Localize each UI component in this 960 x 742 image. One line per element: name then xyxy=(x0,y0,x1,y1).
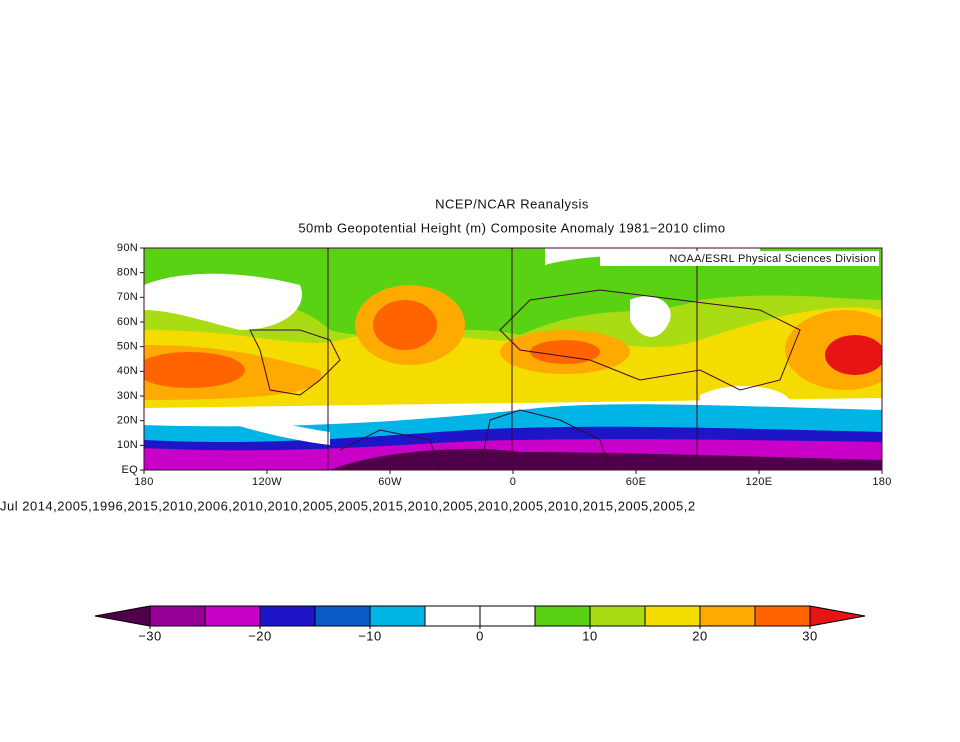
credit: NOAA/ESRL Physical Sciences Division xyxy=(669,253,876,265)
colorbar-box xyxy=(589,605,646,627)
colorbar-label: 20 xyxy=(692,628,707,643)
colorbar-box xyxy=(369,605,426,627)
frame xyxy=(143,247,883,471)
lat-label: 90N xyxy=(117,242,138,254)
lon-label: 0 xyxy=(510,476,516,488)
colorbar-label: −10 xyxy=(358,628,382,643)
lon-label: 180 xyxy=(872,476,891,488)
colorbar-low xyxy=(94,605,151,627)
colorbar-label: 10 xyxy=(582,628,597,643)
credit-box xyxy=(600,251,879,266)
lat-label: 30N xyxy=(117,390,138,402)
caption: Jul 2014,2005,1996,2015,2010,2006,2010,2… xyxy=(0,498,696,513)
lon-label: 120W xyxy=(252,476,282,488)
colorbar-box xyxy=(204,605,261,627)
colorbar-box xyxy=(644,605,701,627)
lat-label: 80N xyxy=(117,267,138,279)
lon-label: 60E xyxy=(626,476,646,488)
anomaly-field xyxy=(144,248,882,470)
colorbar-box xyxy=(424,605,481,627)
subtitle: 50mb Geopotential Height (m) Composite A… xyxy=(298,220,725,235)
colorbar-high xyxy=(809,605,866,627)
lat-label: 50N xyxy=(117,341,138,353)
title: NCEP/NCAR Reanalysis xyxy=(435,196,589,211)
lon-label: 60W xyxy=(378,476,402,488)
lat-label: 60N xyxy=(117,316,138,328)
colorbar-box xyxy=(534,605,591,627)
colorbar-box xyxy=(259,605,316,627)
lat-label: 70N xyxy=(117,291,138,303)
lat-label: 10N xyxy=(117,439,138,451)
colorbar-box xyxy=(149,605,206,627)
lon-label: 180 xyxy=(134,476,153,488)
colorbar-label: 30 xyxy=(802,628,817,643)
lon-label: 120E xyxy=(746,476,773,488)
colorbar-box xyxy=(479,605,536,627)
colorbar-box xyxy=(314,605,371,627)
colorbar-label: −30 xyxy=(138,628,162,643)
lat-label: EQ xyxy=(122,464,139,476)
colorbar-label: 0 xyxy=(476,628,484,643)
colorbar-box xyxy=(699,605,756,627)
lat-label: 40N xyxy=(117,365,138,377)
colorbar-box xyxy=(754,605,811,627)
lat-label: 20N xyxy=(117,415,138,427)
colorbar-label: −20 xyxy=(248,628,272,643)
